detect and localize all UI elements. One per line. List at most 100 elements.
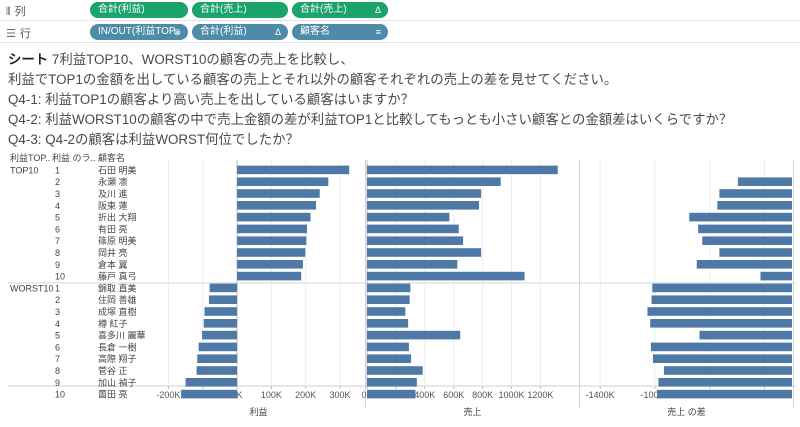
bar-profit[interactable] (181, 389, 238, 399)
customer-name: 岡井 亮 (98, 247, 128, 258)
bar-profit[interactable] (202, 330, 238, 340)
rows-icon: ☰ (6, 28, 16, 40)
bar-diff[interactable] (657, 389, 792, 399)
title-line-1: シート 7利益TOP10、WORST10の顧客の売上を比較し、 (8, 52, 354, 67)
customer-name: 菅谷 正 (98, 365, 128, 376)
bar-profit[interactable] (203, 319, 238, 328)
bar-profit[interactable] (237, 201, 316, 210)
bar-diff[interactable] (717, 201, 792, 210)
rows-pill-3[interactable]: 顧客名 ≡ (292, 24, 388, 40)
bar-sales[interactable] (367, 212, 450, 222)
bar-sales[interactable] (367, 260, 458, 269)
bar-diff[interactable] (647, 307, 792, 316)
bar-sales[interactable] (367, 224, 459, 234)
customer-name: 阪東 蓮 (98, 200, 128, 211)
bar-diff[interactable] (652, 283, 792, 293)
title-line-5: Q4-3: Q4-2の顧客は利益WORST何位でしたか？ (8, 132, 299, 147)
bar-sales[interactable] (367, 271, 525, 281)
rows-pill-label: 合計(利益) (200, 26, 247, 37)
bar-diff[interactable] (650, 319, 792, 328)
bar-diff[interactable] (652, 354, 792, 363)
customer-name: 住岡 善雄 (98, 294, 137, 305)
customer-name: 及川 進 (98, 188, 128, 199)
rank-label: 2 (55, 295, 60, 305)
rank-label: 5 (55, 213, 60, 223)
rank-label: 1 (55, 165, 60, 175)
bar-diff[interactable] (658, 378, 792, 387)
tick-label: 200K (295, 390, 316, 400)
rows-pill-1[interactable]: IN/OUT(利益TOP.. ⊗ (90, 24, 188, 40)
tick-label: 400K (414, 390, 435, 400)
tick-label: 800K (472, 390, 493, 400)
bar-sales[interactable] (367, 283, 411, 293)
bar-profit[interactable] (198, 342, 238, 352)
bar-diff[interactable] (689, 212, 792, 222)
columns-pill-1[interactable]: 合計(利益) (90, 2, 188, 18)
bar-sales[interactable] (367, 389, 416, 399)
bar-profit[interactable] (237, 224, 308, 234)
rows-shelf: ☰ 行 IN/OUT(利益TOP.. ⊗ 合計(利益) Δ 顧客名 ≡ (0, 22, 800, 43)
bar-diff[interactable] (719, 189, 792, 198)
bar-profit[interactable] (237, 212, 311, 222)
bar-profit[interactable] (209, 283, 238, 293)
bar-profit[interactable] (237, 177, 329, 186)
bar-sales[interactable] (367, 378, 417, 387)
bar-sales[interactable] (367, 354, 412, 363)
customer-name: 藤戸 真弓 (98, 271, 137, 282)
bar-sales[interactable] (367, 330, 461, 340)
bar-profit[interactable] (237, 271, 302, 281)
bar-diff[interactable] (651, 295, 792, 304)
bar-diff[interactable] (699, 330, 792, 340)
bar-sales[interactable] (367, 236, 464, 245)
bar-diff[interactable] (698, 224, 792, 234)
rank-label: 3 (55, 189, 60, 199)
bar-profit[interactable] (237, 236, 307, 245)
bar-diff[interactable] (696, 260, 792, 269)
customer-name: 篠原 明美 (98, 235, 137, 246)
customer-name: 成塚 直樹 (98, 306, 137, 317)
customer-name: 加山 禎子 (98, 377, 137, 388)
bar-diff[interactable] (650, 342, 792, 352)
bar-profit[interactable] (208, 295, 238, 304)
bar-profit[interactable] (185, 378, 238, 387)
bar-chart-view[interactable]: 利益TOP..利益 のラ..顧客名-200K-100K0K100K200K300… (0, 152, 800, 422)
bar-diff[interactable] (737, 177, 792, 186)
bar-profit[interactable] (197, 354, 238, 363)
bar-profit[interactable] (196, 366, 238, 375)
bar-sales[interactable] (367, 295, 410, 304)
bar-sales[interactable] (367, 307, 406, 316)
bar-diff[interactable] (760, 271, 792, 281)
group-label: WORST10 (10, 283, 54, 293)
rank-label: 7 (55, 354, 60, 364)
bar-diff[interactable] (719, 248, 792, 257)
header-rank: 利益 のラ.. (52, 152, 96, 163)
axis-title: 利益 (249, 406, 267, 417)
bar-profit[interactable] (237, 165, 350, 175)
bar-sales[interactable] (367, 165, 558, 175)
bar-sales[interactable] (367, 342, 409, 352)
columns-pill-3[interactable]: 合計(売上) Δ (292, 2, 388, 18)
rows-pill-2[interactable]: 合計(利益) Δ (192, 24, 288, 40)
columns-pill-2[interactable]: 合計(売上) (192, 2, 288, 18)
title-line-3: Q4-1: 利益TOP1の顧客より高い売上を出している顧客はいますか？ (8, 92, 415, 107)
pill-marker-icon: Δ (274, 27, 281, 37)
bar-sales[interactable] (367, 366, 423, 375)
customer-name: 有田 亮 (98, 223, 128, 234)
bar-diff[interactable] (663, 366, 792, 375)
bar-profit[interactable] (204, 307, 238, 316)
rank-label: 8 (55, 248, 60, 258)
bar-sales[interactable] (367, 319, 409, 328)
bar-sales[interactable] (367, 177, 501, 186)
tick-label: -1400K (586, 390, 615, 400)
customer-name: 喜多川 麗華 (98, 330, 146, 341)
bar-diff[interactable] (702, 236, 792, 245)
bar-profit[interactable] (237, 248, 306, 257)
rank-label: 10 (55, 390, 65, 400)
bar-sales[interactable] (367, 189, 482, 198)
customer-name: 錦取 直美 (98, 282, 137, 293)
bar-profit[interactable] (237, 260, 303, 269)
pill-marker-icon: ≡ (375, 27, 381, 37)
bar-sales[interactable] (367, 248, 482, 257)
bar-profit[interactable] (237, 189, 320, 198)
bar-sales[interactable] (367, 201, 480, 210)
